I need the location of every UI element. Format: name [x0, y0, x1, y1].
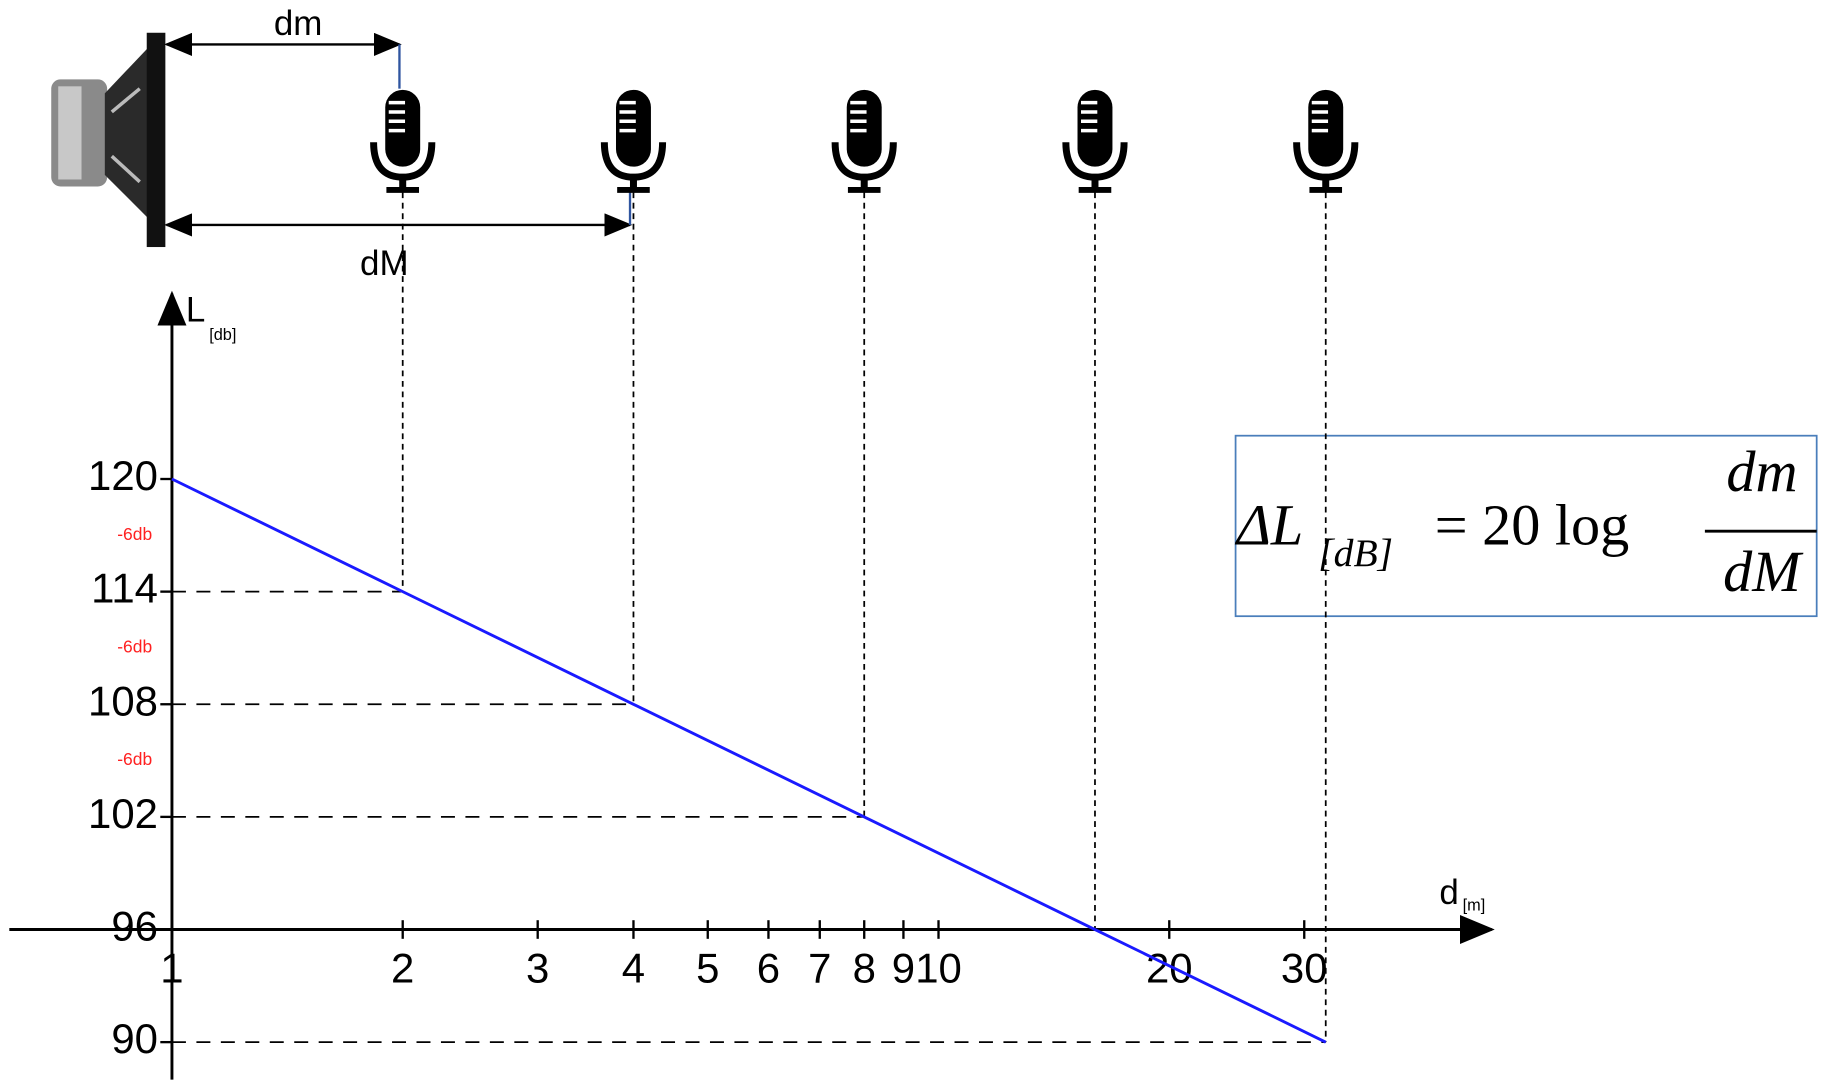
x-tick-label: 3 — [526, 945, 549, 992]
y-tick-label: 90 — [111, 1015, 158, 1062]
y-tick-label: 108 — [88, 677, 158, 724]
formula-numerator: dm — [1726, 439, 1797, 504]
data-line — [172, 479, 1326, 1042]
y-axis-label-sub: [db] — [209, 326, 236, 344]
microphone-icon — [1066, 90, 1124, 190]
y-tick-label: 114 — [91, 565, 158, 612]
annotation: -6db — [117, 637, 152, 657]
x-tick-label: 6 — [757, 945, 780, 992]
x-tick-label: 9 — [892, 945, 915, 992]
microphone-icon — [604, 90, 662, 190]
y-tick-label: 96 — [111, 903, 158, 950]
microphone-icon — [374, 90, 432, 190]
y-tick-label: 120 — [88, 452, 158, 499]
x-tick-label: 2 — [391, 945, 414, 992]
microphone-icon — [835, 90, 893, 190]
microphone-icon — [1297, 90, 1355, 190]
y-axis-label: L — [186, 290, 205, 329]
dm-label: dm — [274, 4, 323, 43]
page: {"chart_data": {"type": "line", "log_x":… — [0, 0, 1826, 1081]
annotation: -6db — [117, 749, 152, 769]
dM-label: dM — [360, 244, 409, 283]
chart: dm dM ΔL [dB] = 20 log dm dM L[db] d [m] 90… — [0, 0, 1826, 1081]
formula-lhs: ΔL — [1235, 493, 1304, 558]
x-tick-label: 20 — [1146, 945, 1193, 992]
speaker-icon — [51, 33, 165, 247]
formula-middle: = 20 log — [1435, 493, 1630, 558]
x-tick-label: 8 — [853, 945, 876, 992]
formula-denominator: dM — [1723, 539, 1804, 604]
x-tick-label: 4 — [622, 945, 645, 992]
x-axis-label: d — [1439, 873, 1458, 912]
x-axis-label-sub: [m] — [1463, 897, 1486, 915]
y-tick-label: 102 — [88, 790, 158, 837]
x-tick-label: 30 — [1281, 945, 1328, 992]
x-tick-label: 7 — [808, 945, 831, 992]
formula-lhs-sub: [dB] — [1318, 531, 1393, 575]
x-tick-label: 5 — [696, 945, 719, 992]
x-tick-label: 1 — [160, 945, 183, 992]
x-tick-label: 10 — [915, 945, 962, 992]
annotation: -6db — [117, 524, 152, 544]
